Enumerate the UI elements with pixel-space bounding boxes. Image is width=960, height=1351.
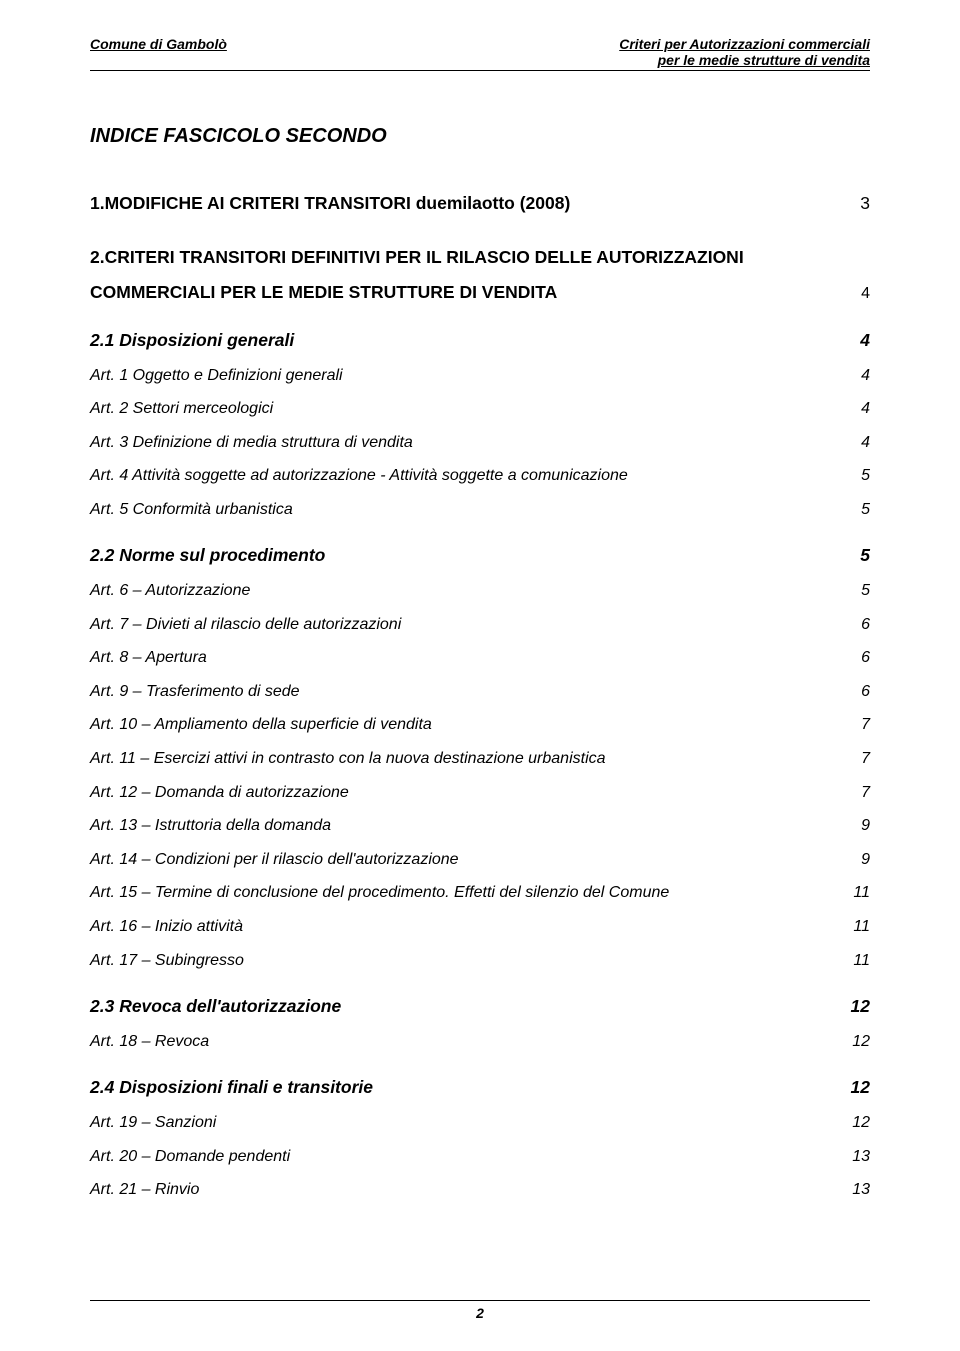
toc-page: 9	[842, 815, 870, 837]
toc-row: Art. 19 – Sanzioni12	[90, 1112, 870, 1134]
toc-row: 2.CRITERI TRANSITORI DEFINITIVI PER IL R…	[90, 246, 870, 270]
toc-row: 2.4 Disposizioni finali e transitorie12	[90, 1076, 870, 1100]
toc-label: Art. 17 – Subingresso	[90, 950, 842, 972]
toc-label: Art. 10 – Ampliamento della superficie d…	[90, 714, 842, 736]
toc-page: 4	[842, 283, 870, 305]
toc-row: Art. 21 – Rinvio13	[90, 1179, 870, 1201]
toc-page: 7	[842, 782, 870, 804]
toc-row: 2.3 Revoca dell'autorizzazione12	[90, 995, 870, 1019]
toc-page: 13	[842, 1146, 870, 1168]
toc-row: Art. 7 – Divieti al rilascio delle autor…	[90, 614, 870, 636]
toc-page: 9	[842, 849, 870, 871]
toc-page: 11	[842, 950, 870, 972]
toc-label: Art. 21 – Rinvio	[90, 1179, 842, 1201]
header-rule	[90, 70, 870, 71]
toc-label: Art. 7 – Divieti al rilascio delle autor…	[90, 614, 842, 636]
page: Comune di Gambolò Criteri per Autorizzaz…	[0, 0, 960, 1351]
table-of-contents: 1.MODIFICHE AI CRITERI TRANSITORI duemil…	[90, 192, 870, 1201]
toc-row: 1.MODIFICHE AI CRITERI TRANSITORI duemil…	[90, 192, 870, 216]
toc-row: Art. 9 – Trasferimento di sede6	[90, 681, 870, 703]
toc-label: 2.CRITERI TRANSITORI DEFINITIVI PER IL R…	[90, 246, 842, 270]
toc-label: Art. 18 – Revoca	[90, 1031, 842, 1053]
toc-label: Art. 9 – Trasferimento di sede	[90, 681, 842, 703]
toc-label: Art. 15 – Termine di conclusione del pro…	[90, 882, 842, 904]
toc-row: Art. 3 Definizione di media struttura di…	[90, 432, 870, 454]
toc-label: COMMERCIALI PER LE MEDIE STRUTTURE DI VE…	[90, 281, 842, 305]
toc-page: 12	[842, 995, 870, 1019]
toc-label: Art. 3 Definizione di media struttura di…	[90, 432, 842, 454]
toc-row: COMMERCIALI PER LE MEDIE STRUTTURE DI VE…	[90, 281, 870, 305]
toc-row: Art. 13 – Istruttoria della domanda9	[90, 815, 870, 837]
toc-label: Art. 14 – Condizioni per il rilascio del…	[90, 849, 842, 871]
toc-label: Art. 16 – Inizio attività	[90, 916, 842, 938]
toc-page: 4	[842, 398, 870, 420]
toc-page: 5	[842, 544, 870, 568]
toc-row: Art. 4 Attività soggette ad autorizzazio…	[90, 465, 870, 487]
toc-row: Art. 2 Settori merceologici4	[90, 398, 870, 420]
toc-page: 4	[842, 329, 870, 353]
toc-page: 13	[842, 1179, 870, 1201]
toc-page: 6	[842, 647, 870, 669]
toc-label: Art. 5 Conformità urbanistica	[90, 499, 842, 521]
toc-label: 1.MODIFICHE AI CRITERI TRANSITORI duemil…	[90, 192, 842, 216]
toc-label: 2.4 Disposizioni finali e transitorie	[90, 1076, 842, 1100]
toc-label: Art. 2 Settori merceologici	[90, 398, 842, 420]
toc-label: Art. 20 – Domande pendenti	[90, 1146, 842, 1168]
toc-page: 12	[842, 1031, 870, 1053]
toc-page: 6	[842, 614, 870, 636]
toc-label: Art. 8 – Apertura	[90, 647, 842, 669]
toc-label: Art. 12 – Domanda di autorizzazione	[90, 782, 842, 804]
toc-page: 7	[842, 748, 870, 770]
header-left: Comune di Gambolò	[90, 36, 227, 52]
toc-label: Art. 1 Oggetto e Definizioni generali	[90, 365, 842, 387]
header-right-line1: Criteri per Autorizzazioni commerciali	[619, 36, 870, 52]
toc-row: Art. 11 – Esercizi attivi in contrasto c…	[90, 748, 870, 770]
toc-label: 2.1 Disposizioni generali	[90, 329, 842, 353]
toc-page: 7	[842, 714, 870, 736]
toc-row: Art. 12 – Domanda di autorizzazione7	[90, 782, 870, 804]
page-title: INDICE FASCICOLO SECONDO	[90, 125, 870, 148]
toc-page: 12	[842, 1112, 870, 1134]
toc-page: 5	[842, 465, 870, 487]
toc-page: 4	[842, 365, 870, 387]
toc-page: 5	[842, 499, 870, 521]
footer: 2	[90, 1300, 870, 1321]
toc-label: Art. 13 – Istruttoria della domanda	[90, 815, 842, 837]
toc-row: Art. 20 – Domande pendenti13	[90, 1146, 870, 1168]
toc-row: Art. 6 – Autorizzazione5	[90, 580, 870, 602]
toc-page: 4	[842, 432, 870, 454]
toc-row: Art. 16 – Inizio attività11	[90, 916, 870, 938]
toc-page: 5	[842, 580, 870, 602]
toc-row: Art. 10 – Ampliamento della superficie d…	[90, 714, 870, 736]
toc-label: Art. 19 – Sanzioni	[90, 1112, 842, 1134]
header-right-line2: per le medie strutture di vendita	[619, 52, 870, 68]
toc-page: 11	[842, 916, 870, 938]
page-number: 2	[90, 1305, 870, 1321]
toc-page: 11	[842, 882, 870, 904]
toc-label: Art. 11 – Esercizi attivi in contrasto c…	[90, 748, 842, 770]
toc-page: 6	[842, 681, 870, 703]
header: Comune di Gambolò Criteri per Autorizzaz…	[90, 36, 870, 68]
toc-row: Art. 14 – Condizioni per il rilascio del…	[90, 849, 870, 871]
toc-label: 2.3 Revoca dell'autorizzazione	[90, 995, 842, 1019]
toc-label: Art. 6 – Autorizzazione	[90, 580, 842, 602]
toc-row: Art. 15 – Termine di conclusione del pro…	[90, 882, 870, 904]
toc-page: 3	[842, 192, 870, 216]
footer-rule	[90, 1300, 870, 1301]
toc-row: 2.1 Disposizioni generali4	[90, 329, 870, 353]
toc-row: Art. 8 – Apertura6	[90, 647, 870, 669]
toc-row: Art. 1 Oggetto e Definizioni generali4	[90, 365, 870, 387]
toc-row: Art. 5 Conformità urbanistica5	[90, 499, 870, 521]
toc-label: Art. 4 Attività soggette ad autorizzazio…	[90, 465, 842, 487]
toc-page: 12	[842, 1076, 870, 1100]
toc-row: Art. 17 – Subingresso11	[90, 950, 870, 972]
toc-label: 2.2 Norme sul procedimento	[90, 544, 842, 568]
toc-row: 2.2 Norme sul procedimento5	[90, 544, 870, 568]
header-right: Criteri per Autorizzazioni commerciali p…	[619, 36, 870, 68]
toc-row: Art. 18 – Revoca12	[90, 1031, 870, 1053]
